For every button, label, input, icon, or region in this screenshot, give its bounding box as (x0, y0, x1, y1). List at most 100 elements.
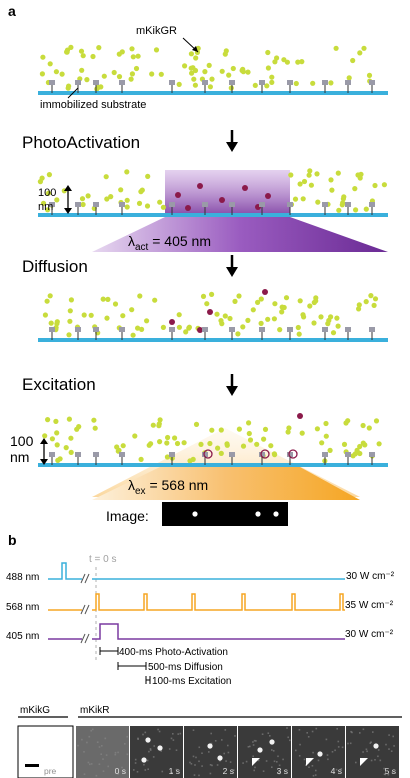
green-dot (198, 441, 204, 447)
green-dot (368, 293, 374, 299)
frame-5 (346, 726, 399, 778)
green-dot (139, 326, 145, 332)
green-dot (329, 187, 335, 193)
height-arrow-1 (64, 185, 72, 214)
green-dot (246, 420, 252, 426)
green-dot (54, 197, 60, 203)
green-dot (223, 48, 229, 54)
green-dot (183, 329, 189, 335)
anchor (322, 452, 328, 457)
green-dot (318, 314, 324, 320)
green-dot (157, 417, 163, 423)
green-dot (118, 187, 124, 193)
green-dot (80, 201, 86, 208)
green-dot (160, 324, 166, 330)
frame-arrow-icon (360, 758, 368, 766)
panel-b-label: b (8, 532, 17, 548)
green-dot (323, 420, 329, 427)
green-dot (192, 82, 198, 88)
green-dot (330, 330, 337, 336)
anchor (322, 327, 328, 332)
green-dot (54, 430, 60, 436)
green-dot (240, 66, 246, 72)
green-dot (66, 416, 72, 422)
red-dot (197, 327, 203, 333)
green-dot (66, 83, 72, 89)
green-dot (361, 45, 367, 51)
green-dot (314, 426, 320, 432)
image-spot-1 (192, 511, 198, 517)
green-dot (209, 427, 215, 433)
step-excitation: Excitation (22, 375, 96, 394)
layer-4: λex = 568 nm 100 nm Image: (10, 413, 388, 526)
green-dot (79, 196, 86, 202)
down-arrow-3 (226, 374, 238, 396)
red-dot (169, 319, 175, 325)
green-dot (272, 301, 278, 307)
green-dot (158, 71, 164, 77)
green-dot (84, 77, 90, 83)
green-dot (124, 197, 130, 203)
green-dot (55, 457, 61, 463)
excitation-beam (92, 467, 360, 500)
anchor (259, 80, 265, 85)
green-dot (156, 421, 162, 427)
green-dot (54, 442, 60, 448)
green-dot (345, 418, 351, 424)
green-dot (209, 76, 215, 82)
green-dot (104, 196, 110, 202)
green-dot (138, 189, 144, 195)
green-dot (79, 67, 85, 73)
green-dot (130, 54, 136, 60)
green-dot (240, 324, 246, 330)
anchors-layer-2 (49, 202, 375, 215)
green-dot (68, 44, 74, 51)
green-dot (188, 51, 194, 57)
green-dot (45, 190, 52, 196)
anchor (345, 202, 351, 207)
green-dot (172, 435, 178, 441)
green-dot (255, 299, 261, 305)
row-488: 488 nm 30 W cm⁻² (6, 562, 395, 584)
green-dot (53, 69, 60, 75)
red-dot (265, 193, 271, 199)
green-dot (207, 84, 213, 90)
green-dot (193, 55, 199, 61)
green-dot (371, 302, 377, 308)
green-dot (279, 304, 285, 310)
anchor (93, 327, 99, 332)
green-dot (258, 320, 264, 326)
frame-spot (373, 743, 379, 749)
green-dot (124, 204, 130, 210)
green-dot (236, 293, 242, 299)
frame-time-label: 0 s (115, 766, 126, 776)
green-dot (67, 308, 73, 314)
green-dot (215, 445, 221, 451)
green-dot (120, 313, 126, 319)
anchor (169, 202, 175, 207)
green-dot (129, 46, 135, 52)
green-dot (262, 426, 269, 432)
anchor (369, 452, 375, 457)
red-dot (297, 413, 303, 419)
green-dot (293, 80, 299, 87)
frame-arrow-icon (306, 758, 314, 766)
green-dot (176, 324, 182, 330)
anchor (287, 327, 293, 332)
anchor (259, 327, 265, 332)
step-diffusion: Diffusion (22, 257, 88, 276)
anchor (322, 80, 328, 85)
green-dot (356, 306, 362, 312)
anchor (93, 202, 99, 207)
green-dot (350, 57, 356, 64)
row-568: 568 nm 35 W cm⁻² (6, 593, 394, 615)
frame-0 (76, 726, 129, 778)
timing-excitation: 100-ms Excitation (152, 676, 231, 687)
green-dot (88, 312, 94, 318)
green-dot (373, 418, 380, 424)
anchor (75, 452, 81, 457)
layer-2: λact = 405 nm 100 nm (37, 168, 388, 253)
green-dot (81, 312, 87, 318)
green-dot (85, 193, 91, 199)
green-dot (307, 168, 313, 174)
